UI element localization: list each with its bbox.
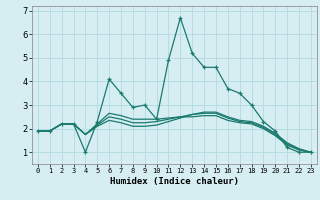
X-axis label: Humidex (Indice chaleur): Humidex (Indice chaleur) — [110, 177, 239, 186]
